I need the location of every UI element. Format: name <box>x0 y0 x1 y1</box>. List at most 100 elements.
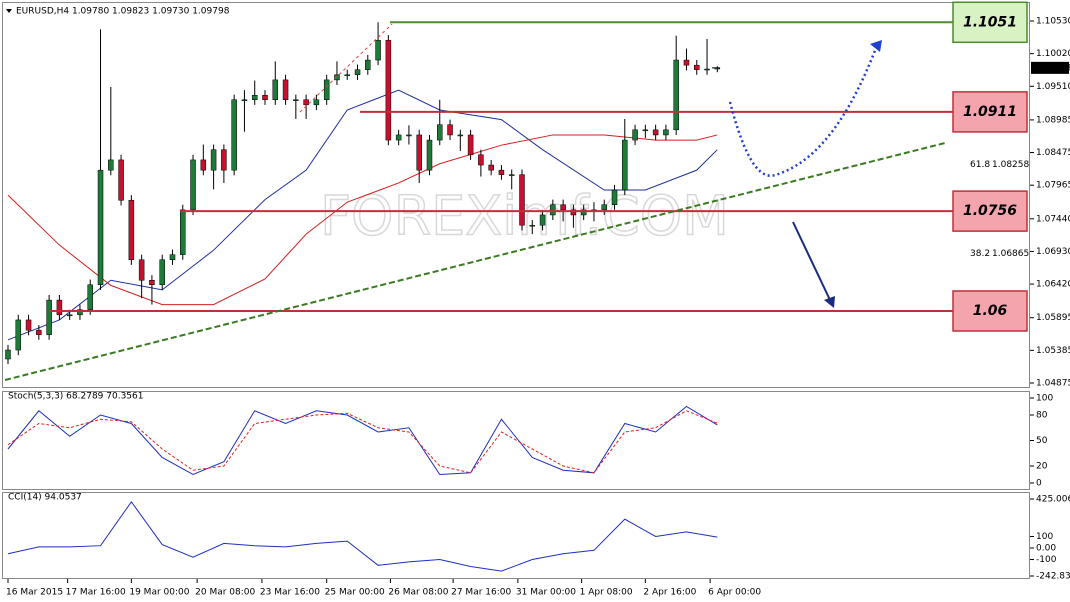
fib-value: 1.08258 <box>992 160 1029 170</box>
candle-body <box>673 59 679 131</box>
candle-body <box>632 129 638 141</box>
candle-body <box>622 139 628 191</box>
candle-body <box>77 309 83 316</box>
candle-body <box>56 299 63 316</box>
y-tick-label: 100 <box>1036 394 1053 404</box>
candle-body <box>251 95 258 100</box>
candle-body <box>385 39 392 141</box>
candle-body <box>221 149 227 171</box>
candle-body <box>190 159 196 211</box>
candle-body <box>262 95 268 100</box>
candle-body <box>87 284 93 310</box>
candle-body <box>241 99 248 101</box>
annotations <box>4 23 946 381</box>
candle-body <box>539 214 546 226</box>
price-marker <box>1031 61 1069 74</box>
level-box <box>952 91 1028 133</box>
candle-body <box>180 209 186 255</box>
candle-body <box>694 64 700 70</box>
x-tick-label: 26 Mar 08:00 <box>388 588 448 598</box>
y-tick-label: 1.08985 <box>1036 115 1070 125</box>
x-tick-label: 19 Mar 00:00 <box>129 588 189 598</box>
y-tick-label: 1.07965 <box>1036 181 1070 191</box>
candle-body <box>5 349 11 360</box>
candle-body <box>457 134 464 137</box>
candle-body <box>560 204 566 211</box>
candle-body <box>580 209 587 216</box>
cci-panel <box>2 492 1030 579</box>
y-tick-label: -100 <box>1036 555 1057 565</box>
candle-body <box>683 59 690 66</box>
candle-body <box>498 169 505 175</box>
candle-body <box>293 99 299 101</box>
y-tick-label: 100 <box>1036 532 1053 542</box>
y-tick-label: 1.06930 <box>1036 247 1070 257</box>
candle-body <box>169 254 176 261</box>
y-tick-label: 1.07440 <box>1036 214 1070 224</box>
level-label: 1.0756 <box>963 203 1017 219</box>
candle-body <box>138 259 145 281</box>
candle-body <box>663 129 669 136</box>
candle-body <box>200 159 207 171</box>
y-tick-label: 20 <box>1036 462 1048 472</box>
y-tick-label: 0 <box>1036 479 1042 489</box>
y-tick-label: 1.05385 <box>1036 346 1070 356</box>
x-tick-label: 23 Mar 16:00 <box>260 588 320 598</box>
candle-body <box>437 124 443 141</box>
arrow-head <box>870 40 882 52</box>
y-tick-label: 1.09510 <box>1036 82 1070 92</box>
candle-body <box>601 204 607 211</box>
y-tick-label: 1.10530 <box>1036 17 1070 27</box>
y-tick-label: 1.05895 <box>1036 313 1070 323</box>
candle-body <box>159 259 165 285</box>
level-label: 1.0911 <box>963 104 1017 120</box>
candle-body <box>447 124 453 136</box>
candle-body <box>149 280 155 285</box>
candle-body <box>508 174 515 176</box>
candle-body <box>488 164 494 171</box>
candle-body <box>128 199 135 261</box>
x-tick-label: 2 Apr 16:00 <box>643 588 696 598</box>
level-box <box>952 290 1028 332</box>
menu-icon <box>6 9 12 13</box>
candle-body <box>570 209 577 216</box>
candle-body <box>15 319 22 351</box>
main-panel <box>2 2 1030 388</box>
candle-body <box>354 69 361 76</box>
indicator-line <box>7 405 718 476</box>
x-tick-label: 1 Apr 08:00 <box>580 588 633 598</box>
indicator-title: CCI(14) 94.0537 <box>8 493 82 503</box>
candle-body <box>108 159 114 171</box>
candle-body <box>529 224 536 227</box>
level-label: 1.06 <box>973 303 1008 319</box>
y-tick-label: 425.0064 <box>1036 495 1070 505</box>
candle-body <box>704 68 710 71</box>
candle-body <box>97 169 104 285</box>
indicator-line <box>7 501 718 572</box>
y-tick-label: 1.08475 <box>1036 148 1070 158</box>
indicator-line <box>7 410 718 474</box>
arrow-head <box>824 296 835 308</box>
candle-body <box>426 139 433 171</box>
x-tick-label: 6 Apr 00:00 <box>708 588 761 598</box>
x-tick-label: 25 Mar 00:00 <box>325 588 385 598</box>
candle-body <box>66 314 73 317</box>
y-tick-label: -242.836 <box>1036 572 1070 582</box>
header: EURUSD,H4 1.09780 1.09823 1.09730 1.0979… <box>16 7 230 17</box>
x-tick-label: 31 Mar 00:00 <box>516 588 576 598</box>
candle-body <box>416 134 422 171</box>
y-tick-label: 50 <box>1036 436 1048 446</box>
candle-body <box>375 39 381 61</box>
candle-body <box>519 174 525 226</box>
candle-body <box>118 159 124 201</box>
candle-body <box>467 134 474 156</box>
x-tick-label: 16 Mar 2015 <box>6 588 63 598</box>
candle-body <box>550 204 556 216</box>
y-tick-label: 1.10020 <box>1036 49 1070 59</box>
x-tick-label: 20 Mar 08:00 <box>195 588 255 598</box>
indicator-title: Stoch(5,3,3) 68.2789 70.3561 <box>8 392 143 402</box>
candle-body <box>282 79 289 100</box>
candle-body <box>365 59 371 70</box>
